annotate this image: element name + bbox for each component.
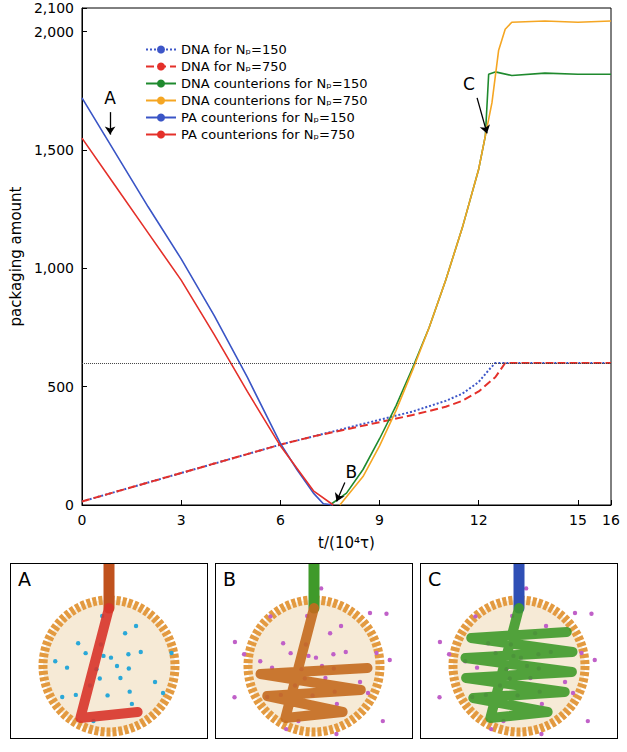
svg-text:0: 0 <box>65 497 74 513</box>
svg-text:DNA for Nₚ=150: DNA for Nₚ=150 <box>181 42 287 57</box>
svg-text:t/(10⁴τ): t/(10⁴τ) <box>318 534 375 552</box>
svg-text:6: 6 <box>276 512 285 528</box>
svg-text:15: 15 <box>569 512 587 528</box>
svg-text:C: C <box>428 568 441 590</box>
svg-text:16: 16 <box>602 512 620 528</box>
svg-text:B: B <box>223 568 236 590</box>
svg-text:packaging amount: packaging amount <box>7 186 25 326</box>
svg-text:PA counterions for Nₚ=150: PA counterions for Nₚ=150 <box>181 110 355 125</box>
svg-text:9: 9 <box>375 512 384 528</box>
svg-text:1,000: 1,000 <box>34 260 74 276</box>
svg-text:A: A <box>18 568 31 590</box>
svg-text:1,500: 1,500 <box>34 142 74 158</box>
svg-text:PA counterions for Nₚ=750: PA counterions for Nₚ=750 <box>181 127 355 142</box>
svg-text:2,000: 2,000 <box>34 24 74 40</box>
svg-text:A: A <box>104 88 116 108</box>
svg-text:2,100: 2,100 <box>34 0 74 16</box>
svg-text:12: 12 <box>470 512 488 528</box>
svg-text:B: B <box>346 462 358 482</box>
svg-text:500: 500 <box>47 379 74 395</box>
svg-text:C: C <box>463 74 475 94</box>
svg-text:3: 3 <box>177 512 186 528</box>
svg-text:DNA counterions for Nₚ=750: DNA counterions for Nₚ=750 <box>181 93 368 108</box>
svg-text:0: 0 <box>78 512 87 528</box>
svg-text:DNA counterions for Nₚ=150: DNA counterions for Nₚ=150 <box>181 76 368 91</box>
svg-text:DNA for Nₚ=750: DNA for Nₚ=750 <box>181 59 287 74</box>
